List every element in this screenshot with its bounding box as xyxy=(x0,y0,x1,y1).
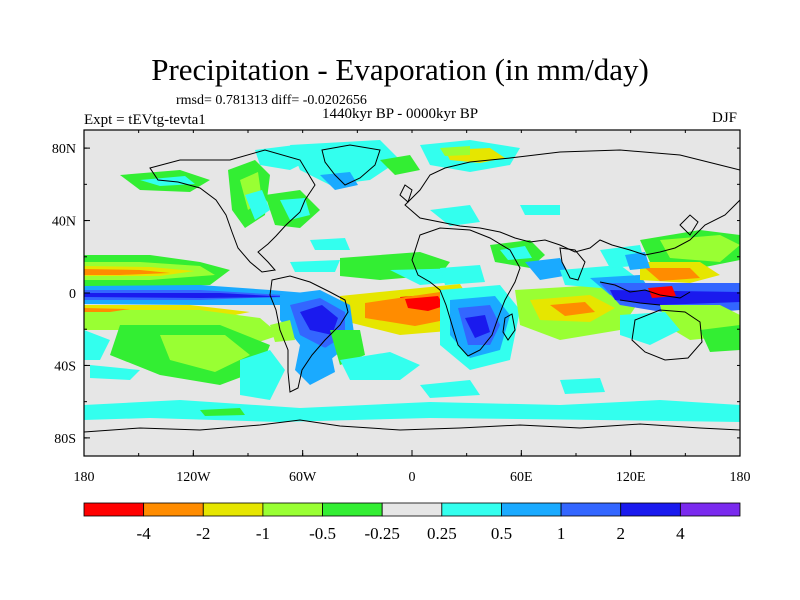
field-patch xyxy=(330,330,365,365)
colorbar-label: -0.5 xyxy=(309,524,336,543)
lon-tick-label: 120W xyxy=(176,470,211,485)
field-patch xyxy=(560,378,605,394)
field-patch xyxy=(550,302,595,316)
field-patch xyxy=(380,155,420,175)
map-title: Precipitation - Evaporation (in mm/day) xyxy=(151,52,649,87)
season-label: DJF xyxy=(712,110,738,126)
field-patch xyxy=(320,172,358,190)
colorbar-swatch xyxy=(560,502,622,517)
colorbar-label: 1 xyxy=(557,524,566,543)
field-patch xyxy=(440,146,470,156)
colorbar-swatch xyxy=(679,502,741,517)
colorbar-label: 0.25 xyxy=(427,524,457,543)
field-patch xyxy=(645,268,700,281)
colorbar-label: -2 xyxy=(196,524,210,543)
field-patch xyxy=(660,235,740,262)
greenland-coastline xyxy=(321,144,381,186)
africa-coastline xyxy=(411,227,521,357)
field-patch xyxy=(310,238,350,250)
colorbar-swatch xyxy=(83,502,145,517)
colorbar-label: 0.5 xyxy=(491,524,512,543)
field-patch xyxy=(200,408,245,416)
lat-tick-label: 40N xyxy=(52,215,76,230)
coastlines xyxy=(84,144,740,433)
colorbar-label: -4 xyxy=(137,524,152,543)
colorbar-swatch xyxy=(322,502,383,517)
field-patch xyxy=(500,246,532,260)
colorbar-swatch xyxy=(143,502,204,517)
field-patch xyxy=(430,205,480,226)
field-patch xyxy=(84,308,130,312)
lat-tick-label: 80S xyxy=(54,432,76,447)
field-patch xyxy=(300,305,338,335)
maritime-continent-coastline xyxy=(599,281,691,306)
colorbar-swatch xyxy=(501,502,562,517)
field-patch xyxy=(295,345,335,385)
field-patch xyxy=(84,330,110,360)
field-patch xyxy=(440,265,485,285)
colorbar-swatch xyxy=(202,502,264,517)
north-america-coastline xyxy=(149,149,316,273)
colorbar-label: 2 xyxy=(616,524,625,543)
latitude-axis: 80N 40N 0 40S 80S xyxy=(52,142,740,447)
field-layer xyxy=(84,130,740,456)
lon-tick-label: 0 xyxy=(409,470,416,485)
india-coastline xyxy=(559,247,586,281)
field-patch xyxy=(84,400,740,422)
period-label: 1440kyr BP - 0000kyr BP xyxy=(322,106,479,122)
colorbar-swatch xyxy=(262,502,323,517)
field-patch xyxy=(700,325,740,352)
australia-coastline xyxy=(631,309,703,361)
colorbar-label: -0.25 xyxy=(364,524,399,543)
field-patch xyxy=(525,258,570,280)
colorbar-swatch xyxy=(381,502,443,517)
field-patch xyxy=(520,205,560,215)
field-patch xyxy=(420,380,480,398)
field-patch xyxy=(648,286,676,298)
south-america-coastline xyxy=(269,275,349,393)
lat-tick-label: 40S xyxy=(54,359,76,374)
field-patch xyxy=(290,260,340,272)
lon-tick-label: 180 xyxy=(730,470,751,485)
lon-tick-label: 120E xyxy=(616,470,646,485)
eurasia-coastline xyxy=(404,149,740,256)
field-patch xyxy=(340,352,420,380)
field-patch xyxy=(625,252,650,270)
colorbar-swatch xyxy=(441,502,502,517)
colorbar-label: 4 xyxy=(676,524,685,543)
field-patch xyxy=(405,296,444,311)
stats-line: rmsd= 0.781313 diff= -0.0202656 xyxy=(176,93,367,108)
field-patch xyxy=(245,190,270,220)
madagascar-coastline xyxy=(502,313,516,341)
experiment-label: Expt = tEVtg-tevta1 xyxy=(84,112,206,128)
lat-tick-label: 0 xyxy=(69,287,76,302)
lon-tick-label: 180 xyxy=(74,470,95,485)
field-patch xyxy=(465,315,490,338)
field-patch xyxy=(90,365,140,380)
field-patch xyxy=(290,140,400,185)
lon-tick-label: 60E xyxy=(510,470,533,485)
colorbar-swatch xyxy=(620,502,681,517)
antarctica-coastline xyxy=(84,419,740,433)
lat-tick-label: 80N xyxy=(52,142,76,157)
field-patch xyxy=(270,320,295,342)
longitude-axis: 180 120W 60W 0 60E 120E 180 xyxy=(74,130,751,485)
colorbar: -4 -2 -1 -0.5 -0.25 0.25 0.5 1 2 4 xyxy=(83,502,741,543)
japan-coastline xyxy=(679,214,699,236)
uk-coastline xyxy=(399,184,413,203)
field-patch xyxy=(84,293,290,298)
lon-tick-label: 60W xyxy=(289,470,317,485)
field-patch xyxy=(84,269,170,275)
colorbar-label: -1 xyxy=(256,524,270,543)
field-patch xyxy=(240,350,285,400)
field-patch xyxy=(280,198,310,220)
field-patch xyxy=(160,335,250,372)
